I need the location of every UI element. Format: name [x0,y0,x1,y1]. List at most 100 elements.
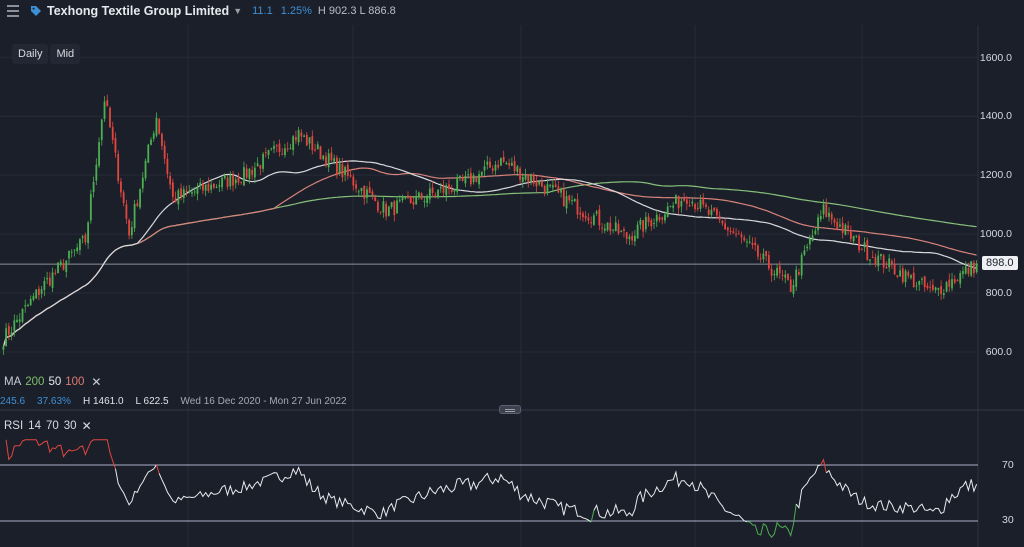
candle-body [193,191,196,193]
candle-body [830,213,833,220]
candle-body [62,263,65,270]
rsi-axis-label: 70 [1002,459,1014,471]
ma-50-line [2,160,977,347]
candle-body [478,174,480,185]
candle-body [893,264,896,275]
candle-body [70,251,73,253]
candle-body [185,190,188,193]
candle-body [226,177,229,187]
candle-body [792,285,795,294]
rsi-close-icon[interactable]: ✕ [81,419,92,433]
pane-resize-handle[interactable] [499,405,521,414]
candle-body [680,200,683,207]
candle-body [245,168,248,178]
candle-body [130,227,133,236]
candle-body [655,214,658,222]
candle-body [327,153,330,168]
candle-body [486,161,489,165]
candle-body [84,234,87,243]
candle-body [374,197,377,201]
candle-body [259,165,262,169]
candle-body [505,162,508,165]
candle-body [718,215,721,220]
menu-icon[interactable] [0,0,26,22]
candle-body [182,189,185,199]
candle-body [418,192,420,198]
moving-average-lines [2,160,977,347]
candle-body [35,289,38,299]
candle-body [628,236,631,240]
candle-body [959,273,962,284]
candle-body [940,286,942,295]
candle-body [390,202,393,208]
candle-body [789,279,792,292]
candle-body [729,230,732,232]
candle-body [423,201,426,203]
candle-body [808,239,811,245]
candle-body [549,185,552,187]
candle-body [705,204,707,208]
candle-body [286,148,289,150]
candle-body [43,280,46,290]
price-change-percent: 1.25% [280,5,312,17]
candle-body [538,181,541,185]
candle-body [377,202,379,211]
ma-close-icon[interactable]: ✕ [91,375,102,389]
candle-body [773,273,776,276]
candle-body [461,177,464,181]
candle-body [688,205,691,207]
candle-body [141,177,144,189]
candle-body [579,212,582,215]
rsi-line [825,469,978,515]
instrument-title[interactable]: Texhong Textile Group Limited [47,4,230,18]
candle-body [177,190,180,205]
candle-body [746,241,748,243]
candle-body [847,225,850,229]
candle-body [73,249,76,251]
candle-body [18,319,21,322]
candle-body [839,224,841,227]
candle-body [368,187,371,193]
candle-body [631,235,634,241]
tag-icon [31,6,41,16]
candle-body [21,308,24,322]
candle-body [65,260,68,273]
timeframe-daily-button[interactable]: Daily [12,44,49,64]
candle-body [472,175,475,183]
candle-body [270,148,273,150]
candle-body [934,287,937,291]
candle-body [147,144,150,163]
candle-body [953,279,956,283]
candle-body [13,320,16,332]
candle-body [822,204,825,215]
candle-body [803,250,806,255]
rsi-line [5,439,116,469]
candle-body [464,176,467,184]
candle-body [24,305,27,307]
candle-body [166,158,169,174]
candle-body [366,189,368,198]
candle-body [658,216,661,220]
chevron-down-icon[interactable]: ▼ [233,6,243,16]
candle-body [5,328,8,346]
candle-body [623,229,625,231]
candle-body [278,143,281,153]
candle-body [467,174,470,176]
candle-body [303,135,305,137]
price-axis-label: 800.0 [985,287,1012,299]
candle-body [896,275,899,277]
candle-body [633,235,636,242]
timeframe-mid-button[interactable]: Mid [50,44,81,64]
candle-body [393,201,396,216]
price-axis-label: 600.0 [985,346,1012,358]
candle-body [256,163,259,167]
candle-body [199,182,202,186]
high-low-readout: H 902.3 L 886.8 [317,5,396,17]
candle-body [762,253,765,260]
candle-body [666,206,669,217]
candle-body [863,242,866,248]
candle-body [51,272,54,288]
candle-body [516,166,519,172]
candle-body [510,162,513,166]
